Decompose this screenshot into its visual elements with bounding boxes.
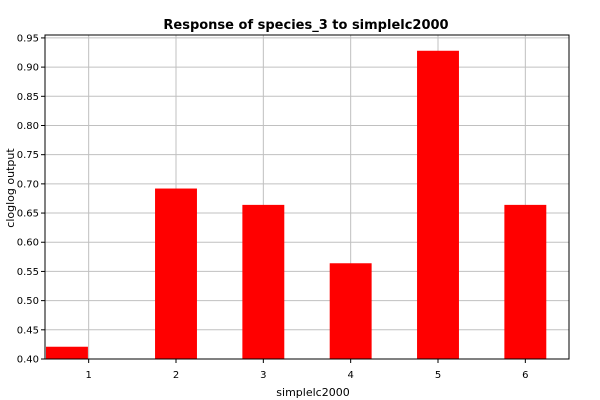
y-tick-label: 0.90 — [17, 63, 39, 74]
bars — [46, 50, 547, 360]
x-tick-label: 6 — [522, 370, 528, 381]
y-tick-label: 0.50 — [17, 296, 39, 307]
y-tick-label: 0.85 — [17, 92, 39, 103]
x-tick-label: 1 — [85, 370, 91, 381]
y-tick-label: 0.60 — [17, 238, 39, 249]
grid-lines — [45, 35, 569, 360]
y-tick-label: 0.40 — [17, 355, 39, 366]
bar-3 — [242, 204, 285, 359]
y-axis-ticks: 0.40 0.45 0.50 0.55 0.60 0.65 0.70 0.75 0.80 0.85… — [17, 33, 45, 366]
y-axis-label: cloglog output — [4, 148, 17, 228]
y-tick-label: 0.80 — [17, 121, 39, 132]
y-tick-label: 0.75 — [17, 150, 39, 161]
bar-2 — [155, 188, 197, 359]
bar-4 — [329, 263, 372, 359]
bar-5 — [417, 50, 459, 360]
bar-1 — [46, 346, 88, 359]
y-tick-label: 0.95 — [17, 33, 39, 44]
x-tick-label: 2 — [173, 370, 179, 381]
x-axis-ticks: 1 2 3 4 5 6 — [85, 359, 529, 381]
y-tick-label: 0.45 — [17, 325, 39, 336]
bar-6 — [504, 204, 547, 359]
x-tick-label: 5 — [435, 370, 441, 381]
y-tick-label: 0.65 — [17, 209, 39, 220]
x-tick-label: 4 — [347, 370, 353, 381]
chart-title: Response of species_3 to simplelc2000 — [163, 18, 448, 33]
plot-frame — [44, 34, 570, 360]
y-tick-label: 0.55 — [17, 267, 39, 278]
x-tick-label: 3 — [260, 370, 266, 381]
y-tick-label: 0.70 — [17, 179, 39, 190]
x-axis-label: simplelc2000 — [276, 386, 349, 399]
